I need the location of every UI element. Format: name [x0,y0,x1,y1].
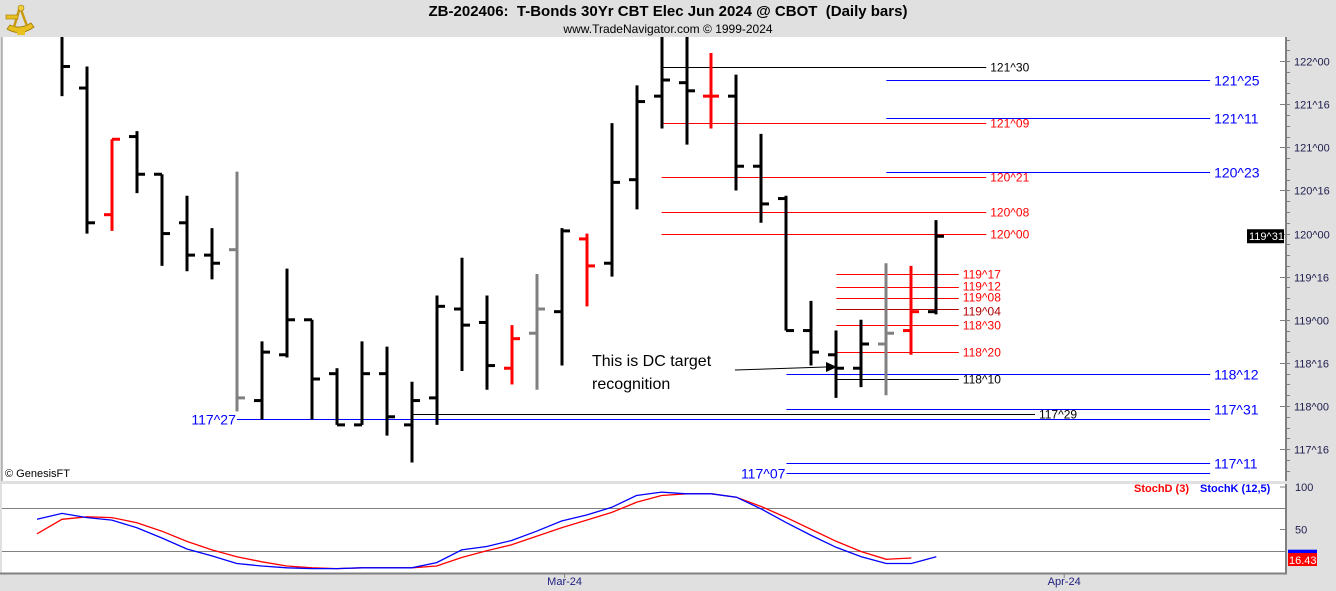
level-label: 121^25 [1214,73,1260,89]
ohlc-bar [379,346,395,436]
ohlc-bar [60,37,70,97]
ohlc-bar [778,195,794,333]
ohlc-bar [179,195,195,272]
y-tick-label: 118^16 [1294,359,1329,371]
level-label: 117^11 [1214,456,1258,472]
copyright-text: © GenesisFT [5,468,70,480]
ohlc-bar [604,123,620,277]
legend-stochk: StochK (12,5) [1200,483,1271,495]
ohlc-bar [329,368,345,427]
ohlc-bar [279,268,295,358]
last-price-label: 119^31 [1249,231,1284,243]
level-label: 120^08 [990,206,1029,220]
level-label: 121^11 [1214,111,1259,127]
ohlc-bar [304,318,320,420]
ohlc-bar [828,330,844,398]
stoch-panel [2,484,1286,573]
ohlc-bar [803,300,819,366]
sextant-logo-icon [5,4,35,35]
level-label: 119^04 [963,305,1001,319]
stoch-tick-label: 100 [1295,482,1313,494]
x-tick-label: Apr-24 [1048,576,1081,588]
level-label: 119^08 [963,291,1001,305]
ohlc-bar [679,37,695,145]
level-label: 120^21 [990,171,1029,185]
stochd-line [36,493,912,570]
ohlc-bar [529,274,545,390]
ohlc-bar [928,220,944,315]
level-label: 118^30 [963,319,1001,333]
level-label: 118^10 [963,373,1001,387]
chart-subtitle: www.TradeNavigator.com © 1999-2024 [563,22,773,36]
level-label: 119^17 [963,268,1001,282]
level-label: 117^27 [191,412,236,428]
last-price-box [1247,229,1284,244]
ohlc-bar [404,381,420,463]
ohlc-bar [853,319,869,388]
level-label: 117^31 [1214,402,1259,418]
stochd-last-box [1288,553,1317,567]
y-tick-label: 122^00 [1294,57,1330,69]
ohlc-bar [454,257,470,371]
y-tick-label: 121^16 [1294,100,1330,112]
ohlc-bar [479,295,495,390]
y-tick-label: 120^16 [1294,186,1330,198]
ohlc-bar [229,171,245,412]
ohlc-bar [728,74,744,191]
level-label: 120^00 [990,228,1029,242]
y-tick-label: 119^16 [1294,273,1329,285]
ohlc-bar [504,325,520,385]
x-tick-label: Mar-24 [547,576,582,588]
level-label: 121^30 [990,61,1029,75]
annotation-line-1: This is DC target [592,353,712,370]
y-tick-label: 121^00 [1294,143,1330,155]
ohlc-bar [354,341,370,427]
y-tick-label: 117^16 [1294,445,1329,457]
ohlc-bar [204,228,220,280]
stoch-tick-label: 50 [1295,525,1307,537]
y-tick-label: 120^00 [1294,230,1330,242]
stochk-line [36,491,937,570]
chart-title: ZB-202406: T-Bonds 30Yr CBT Elec Jun 202… [428,3,908,20]
ohlc-bar [554,228,570,366]
level-label: 120^23 [1214,165,1260,181]
y-tick-label: 118^00 [1294,402,1329,414]
ohlc-bar [254,341,270,420]
price-panel [2,37,1286,481]
annotation-line-2: recognition [592,376,671,393]
ohlc-bar [654,37,670,129]
ohlc-bar [629,85,645,210]
legend-stochd: StochD (3) [1134,483,1189,495]
level-label: 117^29 [1039,408,1077,422]
ohlc-bar [903,265,919,355]
ohlc-bar [154,172,170,266]
level-label: 118^20 [963,346,1001,360]
ohlc-bar [753,133,769,223]
ohlc-bar [429,295,445,425]
y-tick-label: 119^00 [1294,316,1329,328]
annotation-arrow [734,362,837,372]
ohlc-bar [703,53,719,129]
ohlc-bar [579,233,595,307]
level-label: 118^12 [1214,367,1259,383]
level-label: 121^09 [990,117,1029,131]
level-label: 119^12 [963,280,1001,294]
ohlc-bar [104,137,120,231]
ohlc-bar [878,263,894,396]
ohlc-bar [129,131,145,194]
stochd-last-label: 16.43 [1289,555,1317,567]
ohlc-bar [79,66,95,234]
level-label: 117^07 [741,466,786,482]
